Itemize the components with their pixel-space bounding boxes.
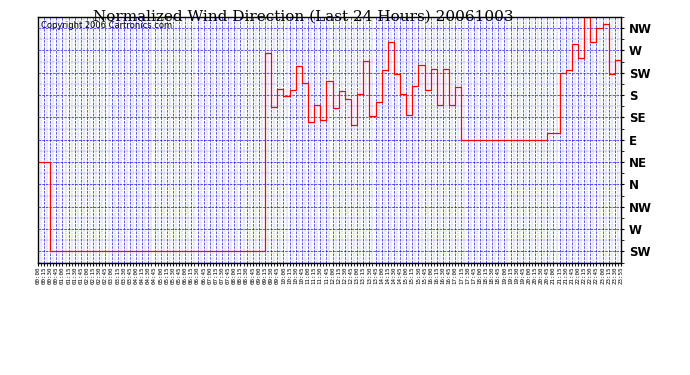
Text: Copyright 2006 Cartronics.com: Copyright 2006 Cartronics.com	[41, 21, 172, 30]
Text: Normalized Wind Direction (Last 24 Hours) 20061003: Normalized Wind Direction (Last 24 Hours…	[93, 9, 514, 23]
